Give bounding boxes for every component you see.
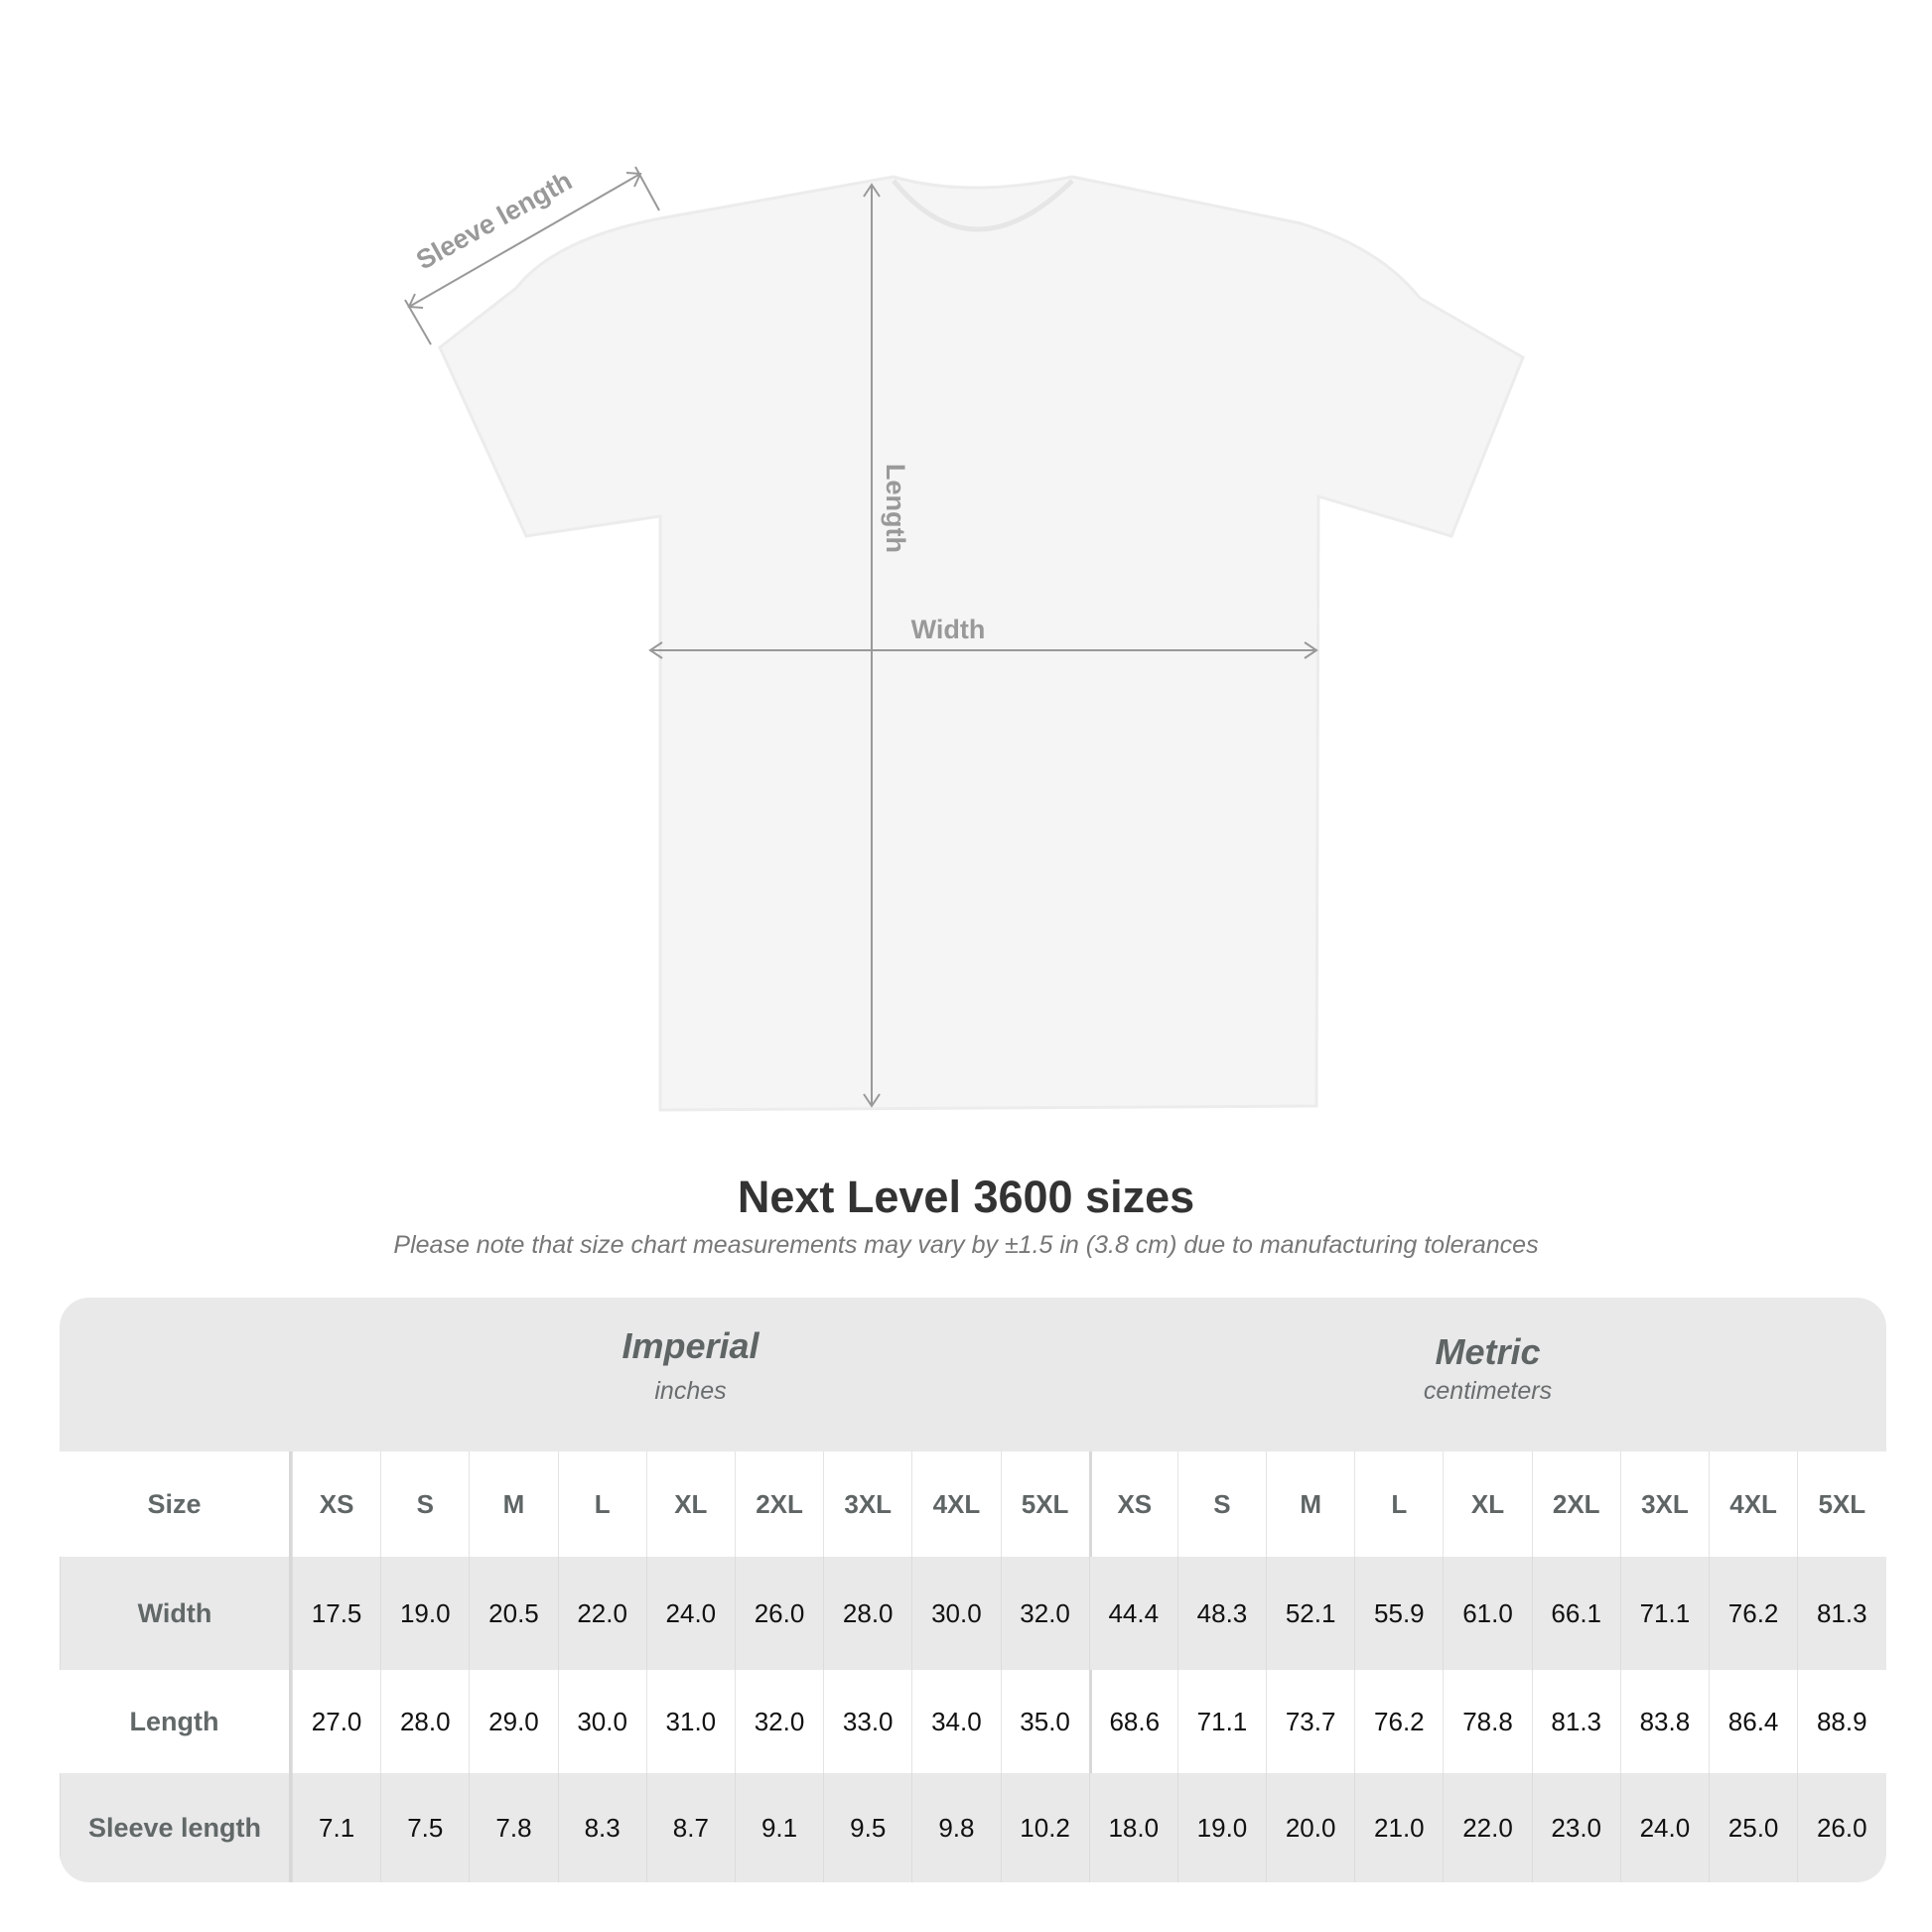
value-cell: 26.0 [734,1557,823,1670]
size-header-cell: 3XL [1619,1451,1709,1557]
row-label: Length [60,1670,292,1773]
table-header: Imperial inches Metric centimeters [60,1298,1886,1451]
value-cell: 24.0 [1619,1773,1709,1882]
value-cell: 71.1 [1176,1670,1266,1773]
value-cell: 25.0 [1709,1773,1797,1882]
length-label: Length [881,464,910,553]
collar [892,179,1074,232]
value-cell: 88.9 [1797,1670,1885,1773]
metric-header: Metric centimeters [1089,1331,1886,1406]
value-cell: 76.2 [1354,1670,1443,1773]
value-cell: 9.5 [823,1773,911,1882]
system-unit: inches [654,1377,727,1405]
value-cell: 35.0 [1000,1670,1089,1773]
row-label: Sleeve length [60,1773,292,1882]
size-header-cell: XL [645,1451,735,1557]
value-cell: 21.0 [1354,1773,1443,1882]
width-label: Width [911,615,986,644]
system-name: Metric [1435,1331,1541,1372]
size-header-cell: XS [1088,1451,1177,1557]
size-header-cell: M [1266,1451,1354,1557]
value-cell: 32.0 [1000,1557,1089,1670]
size-header-cell: S [1176,1451,1266,1557]
value-cell: 71.1 [1619,1557,1709,1670]
size-header-cell: 5XL [1797,1451,1885,1557]
value-cell: 7.1 [292,1773,380,1882]
system-unit: centimeters [1423,1377,1553,1405]
value-cell: 22.0 [1443,1773,1531,1882]
value-cell: 33.0 [823,1670,911,1773]
value-cell: 9.8 [911,1773,1000,1882]
size-header-cell: 2XL [1531,1451,1620,1557]
value-cell: 66.1 [1531,1557,1620,1670]
value-cell: 9.1 [734,1773,823,1882]
value-cell: 68.6 [1088,1670,1177,1773]
size-header-cell: M [469,1451,557,1557]
table-row: Sleeve length 7.1 7.5 7.8 8.3 8.7 9.1 9.5 9.8 10.… [60,1773,1886,1882]
value-cell: 32.0 [734,1670,823,1773]
value-cell: 7.5 [380,1773,469,1882]
value-cell: 73.7 [1266,1670,1354,1773]
value-cell: 55.9 [1354,1557,1443,1670]
size-header-cell: 4XL [911,1451,1000,1557]
value-cell: 30.0 [911,1557,1000,1670]
value-cell: 19.0 [1176,1773,1266,1882]
size-header-cell: S [380,1451,469,1557]
tshirt-shape [438,175,1525,1112]
size-header-cell: 3XL [823,1451,911,1557]
value-cell: 7.8 [469,1773,557,1882]
size-header-cell: XS [292,1451,380,1557]
sleeve-arrow [408,173,641,308]
system-name: Imperial [621,1325,759,1366]
value-cell: 28.0 [823,1557,911,1670]
value-cell: 17.5 [292,1557,380,1670]
value-cell: 27.0 [292,1670,380,1773]
tolerance-note: Please note that size chart measurements… [393,1231,1539,1259]
value-cell: 81.3 [1797,1557,1885,1670]
value-cell: 86.4 [1709,1670,1797,1773]
value-cell: 24.0 [645,1557,735,1670]
size-header-cell: L [1354,1451,1443,1557]
size-header-cell: 5XL [1000,1451,1089,1557]
table-row: Length 27.0 28.0 29.0 30.0 31.0 32.0 33.0 34.0 35… [60,1670,1886,1773]
imperial-header: Imperial inches [292,1325,1089,1406]
value-cell: 20.5 [469,1557,557,1670]
size-header-cell: L [557,1451,646,1557]
value-cell: 48.3 [1176,1557,1266,1670]
size-header-cell: XL [1443,1451,1531,1557]
value-cell: 61.0 [1443,1557,1531,1670]
table-row: Width 17.5 19.0 20.5 22.0 24.0 26.0 28.0 30.0 32.… [60,1557,1886,1670]
value-cell: 10.2 [1000,1773,1089,1882]
value-cell: 31.0 [645,1670,735,1773]
row-label: Width [60,1557,292,1670]
value-cell: 18.0 [1088,1773,1177,1882]
value-cell: 29.0 [469,1670,557,1773]
value-cell: 28.0 [380,1670,469,1773]
size-table: Imperial inches Metric centimeters Size X… [60,1298,1886,1882]
value-cell: 26.0 [1797,1773,1885,1882]
value-cell: 81.3 [1531,1670,1620,1773]
tshirt-diagram: Sleeve length Length Width [404,166,1525,1112]
value-cell: 20.0 [1266,1773,1354,1882]
value-cell: 78.8 [1443,1670,1531,1773]
value-cell: 52.1 [1266,1557,1354,1670]
value-cell: 22.0 [557,1557,646,1670]
size-header-row: Size XS S M L XL 2XL 3XL 4XL 5XL XS S M L XL 2XL 3XL 4XL 5… [60,1451,1886,1557]
value-cell: 83.8 [1619,1670,1709,1773]
value-cell: 19.0 [380,1557,469,1670]
value-cell: 76.2 [1709,1557,1797,1670]
value-cell: 44.4 [1088,1557,1177,1670]
size-header-cell: 2XL [734,1451,823,1557]
value-cell: 34.0 [911,1670,1000,1773]
value-cell: 30.0 [557,1670,646,1773]
page-title: Next Level 3600 sizes [737,1172,1195,1222]
size-header-cell: 4XL [1709,1451,1797,1557]
value-cell: 23.0 [1531,1773,1620,1882]
row-label: Size [60,1451,292,1557]
value-cell: 8.3 [557,1773,646,1882]
value-cell: 8.7 [645,1773,735,1882]
